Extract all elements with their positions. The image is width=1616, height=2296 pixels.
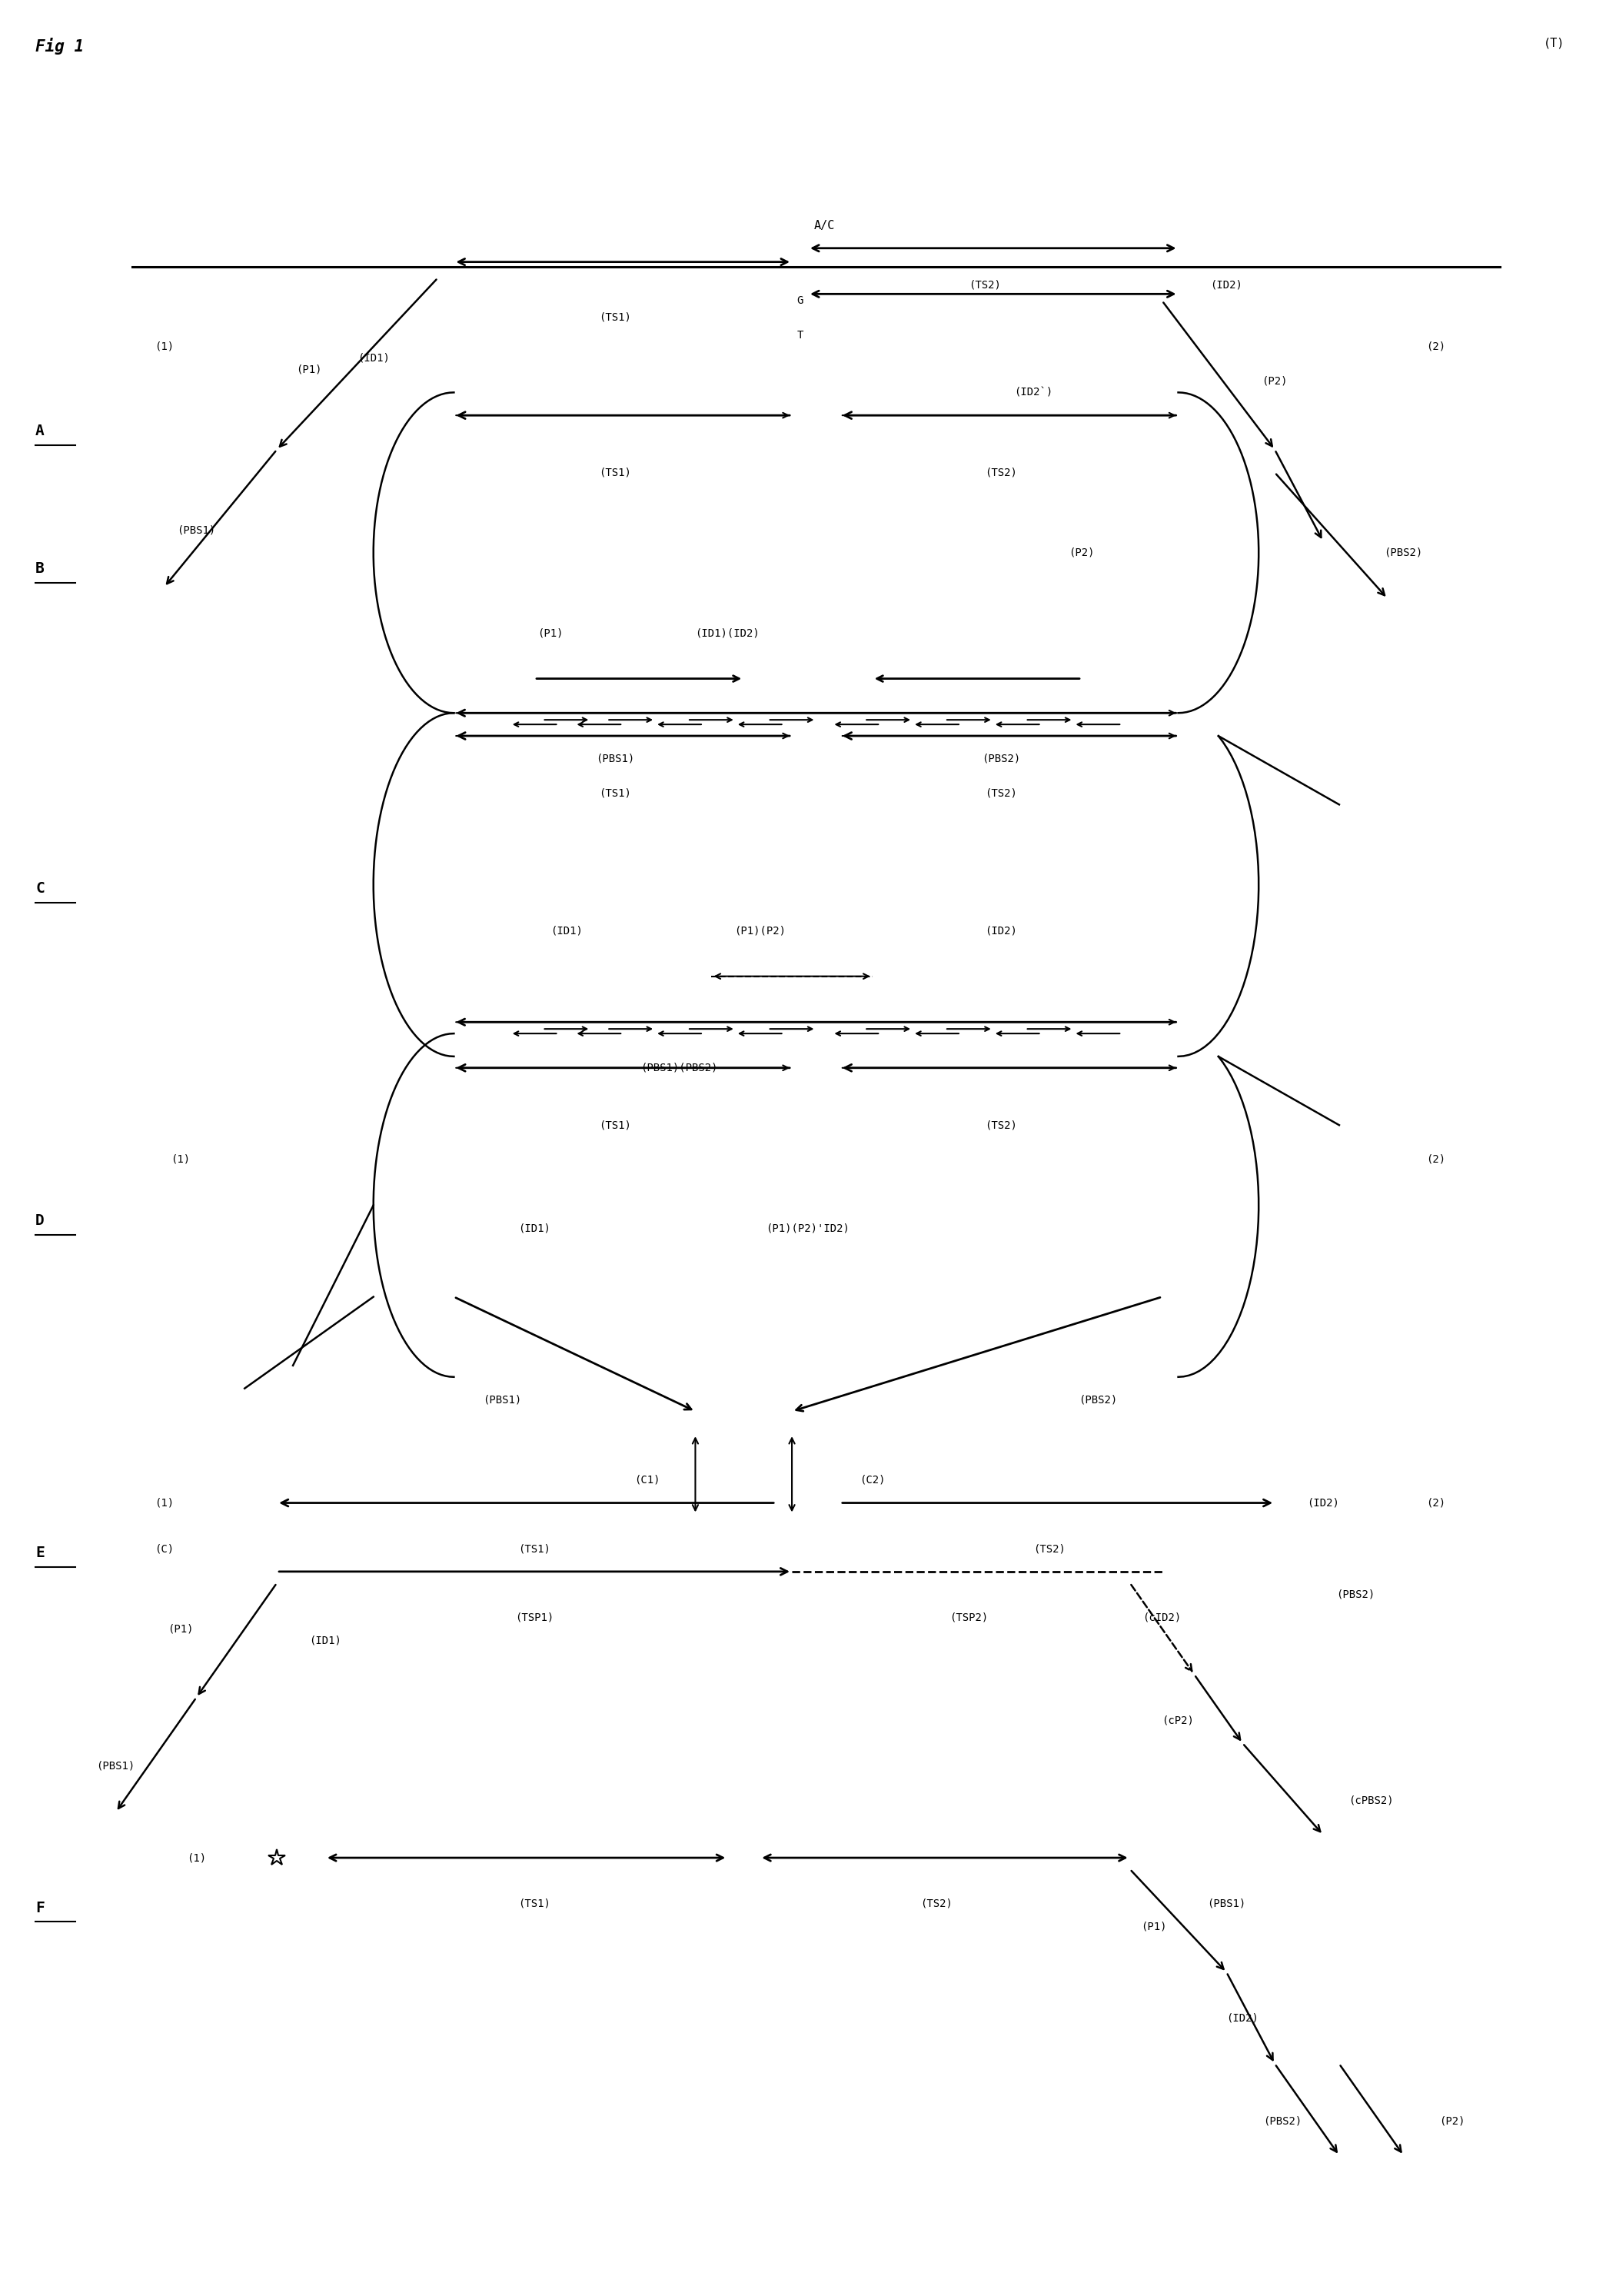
Text: (P1): (P1) [1141,1922,1167,1931]
Text: (TS2): (TS2) [970,280,1002,289]
Text: (PBS1)(PBS2): (PBS1)(PBS2) [640,1063,718,1072]
Text: (1): (1) [155,1497,175,1508]
Text: (ID1): (ID1) [519,1224,551,1233]
Text: (PBS1): (PBS1) [596,753,633,765]
Text: (1): (1) [171,1155,191,1164]
Text: (ID1): (ID1) [357,354,389,363]
Text: (ID2): (ID2) [1227,2014,1259,2023]
Text: (ID2): (ID2) [1210,280,1243,289]
Text: (C1): (C1) [633,1474,659,1486]
Text: (TS1): (TS1) [600,788,630,799]
Text: (TS2): (TS2) [921,1899,953,1908]
Text: (TS2): (TS2) [1033,1543,1065,1554]
Text: (TS2): (TS2) [986,466,1016,478]
Text: (1): (1) [187,1853,205,1862]
Text: (TS2): (TS2) [986,1120,1016,1130]
Text: D: D [36,1215,44,1228]
Text: (PBS1): (PBS1) [1207,1899,1246,1908]
Text: (TS1): (TS1) [600,466,630,478]
Text: (P1)(P2): (P1)(P2) [734,925,785,937]
Text: (PBS2): (PBS2) [1078,1394,1117,1405]
Text: (P1): (P1) [538,627,564,638]
Text: (1): (1) [155,342,175,351]
Text: (TSP1): (TSP1) [516,1612,554,1623]
Text: (ID1): (ID1) [551,925,583,937]
Text: E: E [36,1545,44,1559]
Text: (PBS1): (PBS1) [483,1394,522,1405]
Text: (PBS2): (PBS2) [1336,1589,1375,1600]
Text: (ID2): (ID2) [986,925,1016,937]
Text: F: F [36,1901,44,1915]
Text: (TS1): (TS1) [519,1543,551,1554]
Text: Fig 1: Fig 1 [36,37,84,55]
Text: (PBS1): (PBS1) [178,523,215,535]
Text: (ID2`): (ID2`) [1013,388,1052,397]
Text: (ID1)(ID2): (ID1)(ID2) [695,627,760,638]
Text: (PBS1): (PBS1) [97,1761,136,1773]
Text: (P2): (P2) [1438,2115,1464,2126]
Text: A: A [36,425,44,439]
Text: (T): (T) [1543,37,1564,48]
Text: B: B [36,560,44,576]
Text: A/C: A/C [813,220,834,232]
Text: (TS2): (TS2) [986,788,1016,799]
Text: (2): (2) [1425,1155,1445,1164]
Text: (TS1): (TS1) [519,1899,551,1908]
Text: (TS1): (TS1) [600,1120,630,1130]
Text: G: G [797,296,803,305]
Text: (cP2): (cP2) [1162,1715,1194,1727]
Text: (P2): (P2) [1262,377,1288,386]
Text: (cID2): (cID2) [1143,1612,1181,1623]
Text: (PBS2): (PBS2) [1385,546,1422,558]
Text: (TSP2): (TSP2) [950,1612,989,1623]
Text: T: T [797,331,803,340]
Text: (ID1): (ID1) [309,1635,341,1646]
Text: (P1)(P2)'ID2): (P1)(P2)'ID2) [766,1224,850,1233]
Text: (P2): (P2) [1068,546,1094,558]
Text: (PBS2): (PBS2) [983,753,1020,765]
Text: (P1): (P1) [296,365,322,374]
Text: C: C [36,882,44,895]
Text: (2): (2) [1425,342,1445,351]
Text: (PBS2): (PBS2) [1264,2115,1302,2126]
Text: (cPBS2): (cPBS2) [1349,1795,1395,1807]
Text: (C2): (C2) [860,1474,886,1486]
Text: (2): (2) [1425,1497,1445,1508]
Text: (TS1): (TS1) [600,312,630,321]
Text: (C): (C) [155,1543,175,1554]
Text: (ID2): (ID2) [1307,1497,1340,1508]
Text: (P1): (P1) [168,1623,194,1635]
